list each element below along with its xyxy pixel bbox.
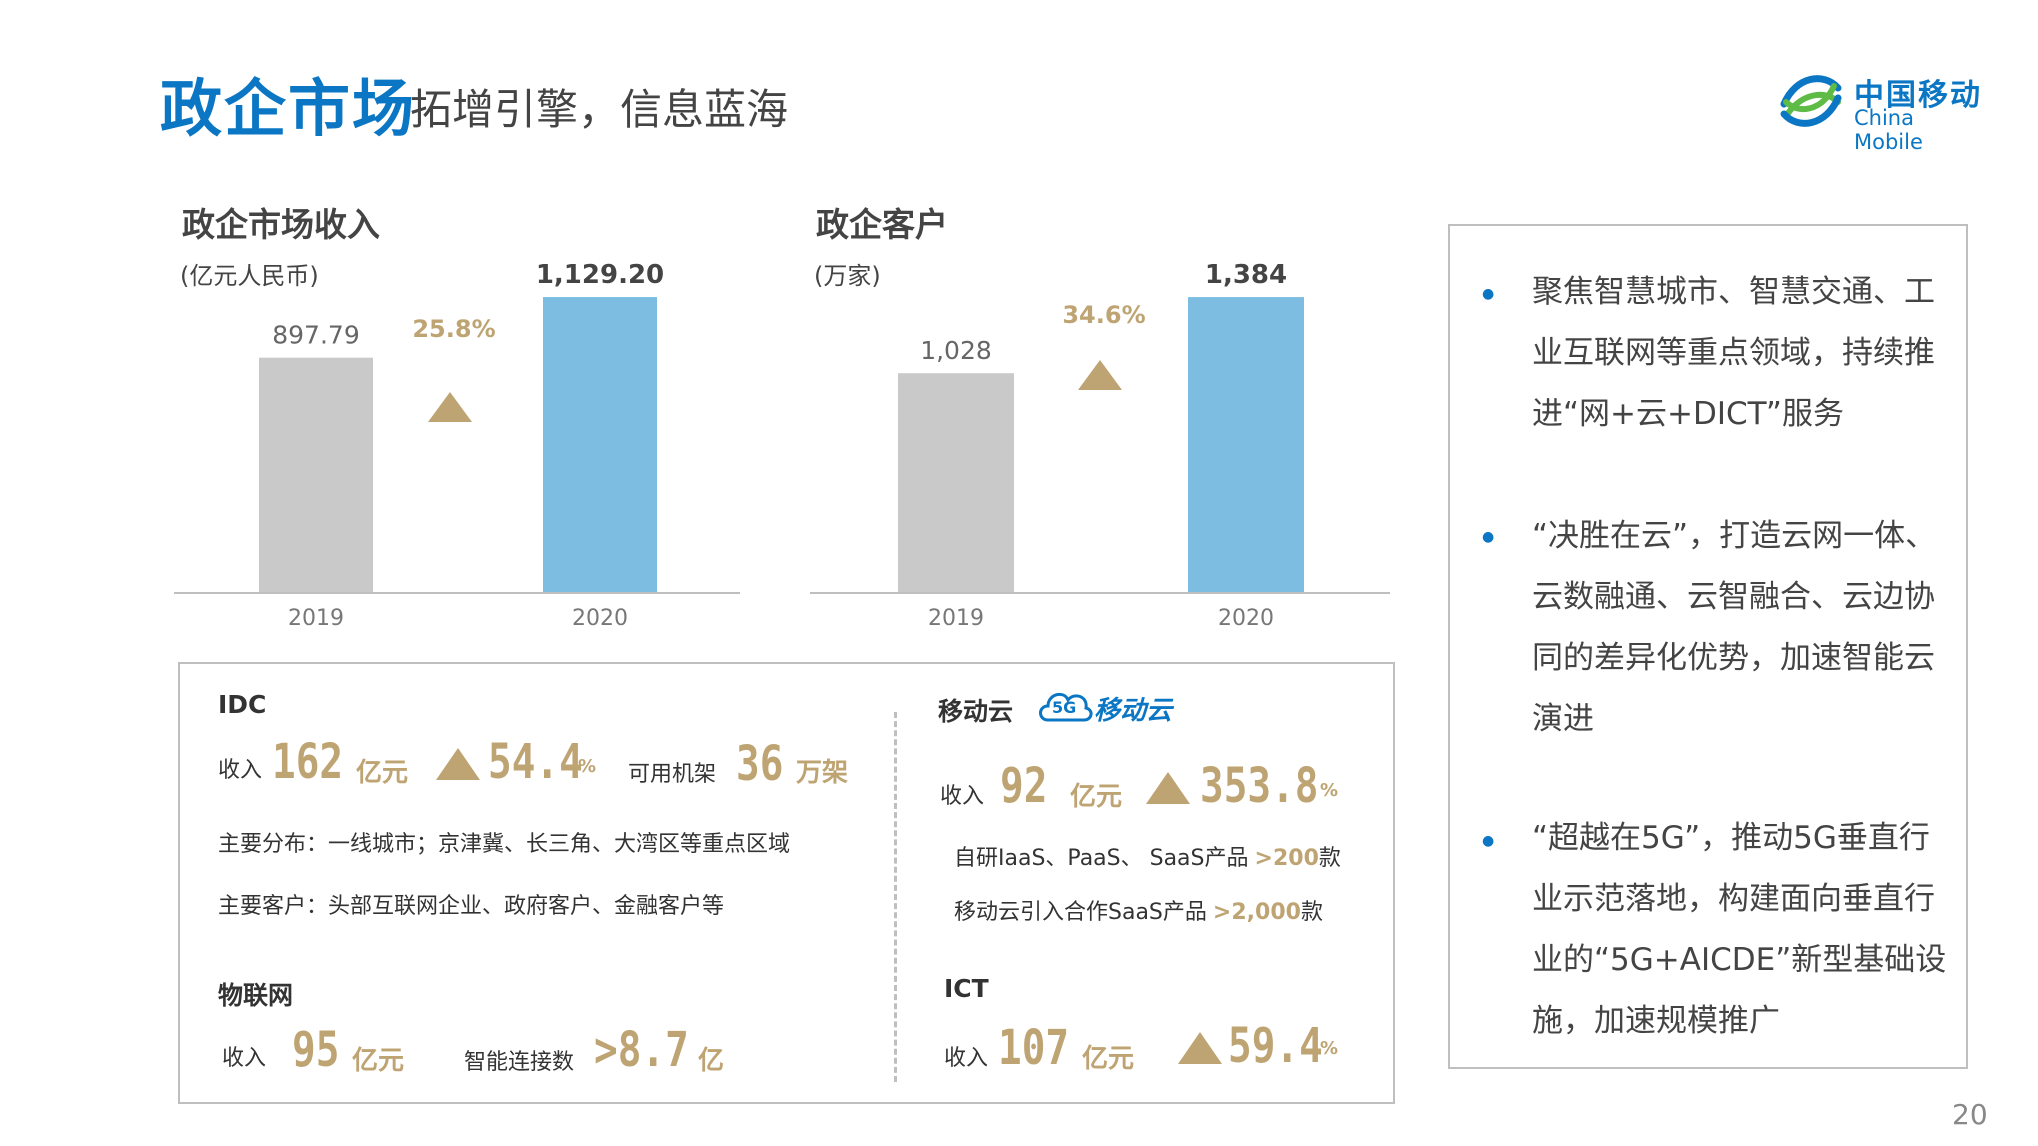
- chart-revenue-title: 政企市场收入: [182, 205, 380, 244]
- logo-text-cn: 中国移动: [1854, 78, 1982, 113]
- ict-revenue-label: 收入: [944, 1046, 989, 1071]
- ict-title: ICT: [944, 974, 989, 1003]
- strategy-bullet-2: “决胜在云”，打造云网一体、云数融通、云智融合、云边协同的差异化优势，加速智能云…: [1532, 518, 1937, 737]
- revenue-bar-chart: 897.79 2019 1,129.20 2020 25.8%: [174, 260, 740, 631]
- bar-value-label: 1,028: [920, 336, 992, 365]
- cloud-revenue-label: 收入: [940, 784, 985, 809]
- bullet-dot: ●: [1482, 529, 1495, 545]
- bar-2020: [1188, 297, 1304, 593]
- cloud-saas-value: >2,000: [1212, 900, 1301, 925]
- ict-revenue-value: 107: [998, 1020, 1070, 1076]
- cloud-products-line: 自研IaaS、PaaS、 SaaS产品 >200款: [954, 840, 1341, 872]
- chart-customers-unit: (万家): [814, 262, 881, 290]
- idc-revenue-unit: 亿元: [356, 758, 409, 788]
- idc-title: IDC: [218, 690, 267, 719]
- cloud-saas-text: 移动云引入合作SaaS产品: [954, 900, 1207, 925]
- growth-label: 25.8%: [412, 315, 495, 343]
- chart-revenue-unit: (亿元人民币): [180, 262, 319, 290]
- cloud-products-unit: 款: [1318, 846, 1341, 871]
- growth-up-icon: [428, 392, 472, 422]
- bar-value-label: 1,384: [1205, 260, 1287, 290]
- cloud-growth-unit: %: [1320, 780, 1339, 801]
- page-title: 政企市场: [160, 72, 417, 145]
- idc-growth-unit: %: [578, 756, 597, 777]
- strategy-bullet-3: “超越在5G”，推动5G垂直行业示范落地，构建面向垂直行业的“5G+AICDE”…: [1532, 820, 1947, 1039]
- china-mobile-logo-icon: [1780, 75, 1842, 127]
- growth-up-icon: [1078, 360, 1122, 390]
- cloud-revenue-value: 92: [1000, 758, 1048, 814]
- ict-revenue-unit: 亿元: [1082, 1044, 1135, 1074]
- growth-up-icon: [436, 748, 480, 780]
- iot-revenue-unit: 亿元: [352, 1046, 405, 1076]
- business-metrics-panel: [178, 662, 1395, 1104]
- china-mobile-logo: 中国移动 China Mobile: [1776, 66, 1982, 154]
- bar-2019: [259, 357, 373, 593]
- x-tick-label: 2019: [928, 606, 984, 631]
- ict-growth-value: 59.4: [1228, 1018, 1323, 1074]
- cloud-saas-unit: 款: [1300, 900, 1323, 925]
- bar-value-label: 897.79: [272, 321, 359, 350]
- x-tick-label: 2020: [572, 606, 628, 631]
- strategy-panel: ● 聚焦智慧城市、智慧交通、工业互联网等重点领域，持续推进“网+云+DICT”服…: [1448, 224, 1968, 1069]
- cloud-title: 移动云: [938, 697, 1014, 726]
- cloud-logo-text: 移动云: [1094, 696, 1173, 726]
- logo-text-en: China Mobile: [1854, 106, 1923, 154]
- growth-up-icon: [1146, 772, 1190, 804]
- x-tick-label: 2020: [1218, 606, 1274, 631]
- growth-label: 34.6%: [1062, 301, 1145, 329]
- idc-distribution: 主要分布：一线城市；京津冀、长三角、大湾区等重点区域: [218, 832, 791, 857]
- panel-divider: [894, 712, 897, 1082]
- page-subtitle: 拓增引擎，信息蓝海: [410, 85, 789, 134]
- bar-value-label: 1,129.20: [536, 260, 664, 290]
- bullet-dot: ●: [1482, 833, 1495, 849]
- cloud-saas-line: 移动云引入合作SaaS产品 >2,000款: [954, 894, 1323, 926]
- bar-2019: [898, 373, 1014, 593]
- idc-revenue-label: 收入: [218, 758, 263, 783]
- iot-title: 物联网: [218, 981, 294, 1010]
- x-tick-label: 2019: [288, 606, 344, 631]
- cloud-products-value: >200: [1254, 846, 1319, 871]
- cloud-growth-value: 353.8: [1200, 758, 1319, 814]
- cloud-revenue-unit: 亿元: [1070, 782, 1123, 812]
- iot-connections-label: 智能连接数: [464, 1050, 575, 1075]
- iot-connections-value: >8.7: [594, 1022, 689, 1078]
- strategy-bullet-1: 聚焦智慧城市、智慧交通、工业互联网等重点领域，持续推进“网+云+DICT”服务: [1532, 274, 1935, 432]
- cloud-products-text: 自研IaaS、PaaS、 SaaS产品: [954, 846, 1249, 871]
- customers-bar-chart: 1,028 2019 1,384 2020 34.6%: [810, 260, 1390, 631]
- idc-racks-value: 36: [736, 736, 784, 792]
- mobile-cloud-logo: 5G 移动云: [1036, 680, 1192, 730]
- ict-growth-unit: %: [1320, 1038, 1339, 1059]
- idc-customers: 主要客户：头部互联网企业、政府客户、金融客户等: [218, 894, 725, 919]
- iot-revenue-label: 收入: [222, 1046, 267, 1071]
- bullet-dot: ●: [1482, 286, 1495, 302]
- chart-customers-title: 政企客户: [816, 205, 948, 244]
- page-number: 20: [1952, 1098, 1988, 1131]
- bar-2020: [543, 297, 657, 593]
- iot-connections-unit: 亿: [698, 1046, 725, 1076]
- iot-revenue-value: 95: [292, 1022, 340, 1078]
- idc-revenue-value: 162: [272, 734, 344, 790]
- growth-up-icon: [1178, 1032, 1222, 1064]
- cloud-logo-badge: 5G: [1052, 698, 1077, 717]
- idc-racks-unit: 万架: [796, 758, 849, 788]
- idc-racks-label: 可用机架: [628, 762, 717, 787]
- idc-growth-value: 54.4: [488, 734, 583, 790]
- cloud-icon: [1039, 692, 1093, 722]
